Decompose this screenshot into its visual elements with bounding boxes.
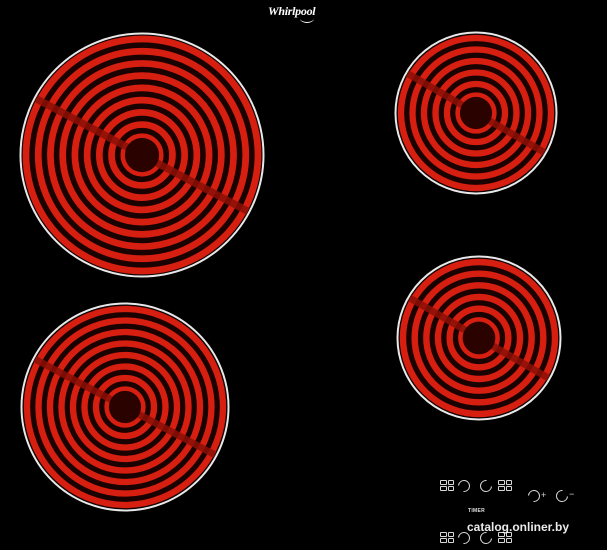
minus-sign: −: [569, 489, 575, 499]
power-up-icon[interactable]: [477, 477, 495, 495]
zone-select-button-4[interactable]: [498, 532, 512, 543]
timer-label: TIMER: [468, 508, 486, 514]
power-down-icon[interactable]: [455, 477, 473, 495]
timer-minus-icon[interactable]: [553, 487, 571, 505]
plus-sign: +: [541, 490, 547, 500]
cooking-zone-front-left-large: [19, 32, 265, 278]
timer-plus-icon[interactable]: [525, 487, 543, 505]
cooking-zone-back-right: [394, 31, 558, 195]
cooking-zone-back-left: [20, 302, 230, 512]
watermark: catalog.onliner.by: [467, 520, 570, 534]
zone-select-button-3[interactable]: [440, 532, 454, 543]
zone-select-button-1[interactable]: [440, 480, 454, 491]
cooking-zone-front-right: [396, 255, 562, 421]
touch-control-panel: + − TIMER: [436, 474, 586, 550]
zone-select-button-2[interactable]: [498, 480, 512, 491]
logo-swoosh-icon: [300, 14, 314, 23]
